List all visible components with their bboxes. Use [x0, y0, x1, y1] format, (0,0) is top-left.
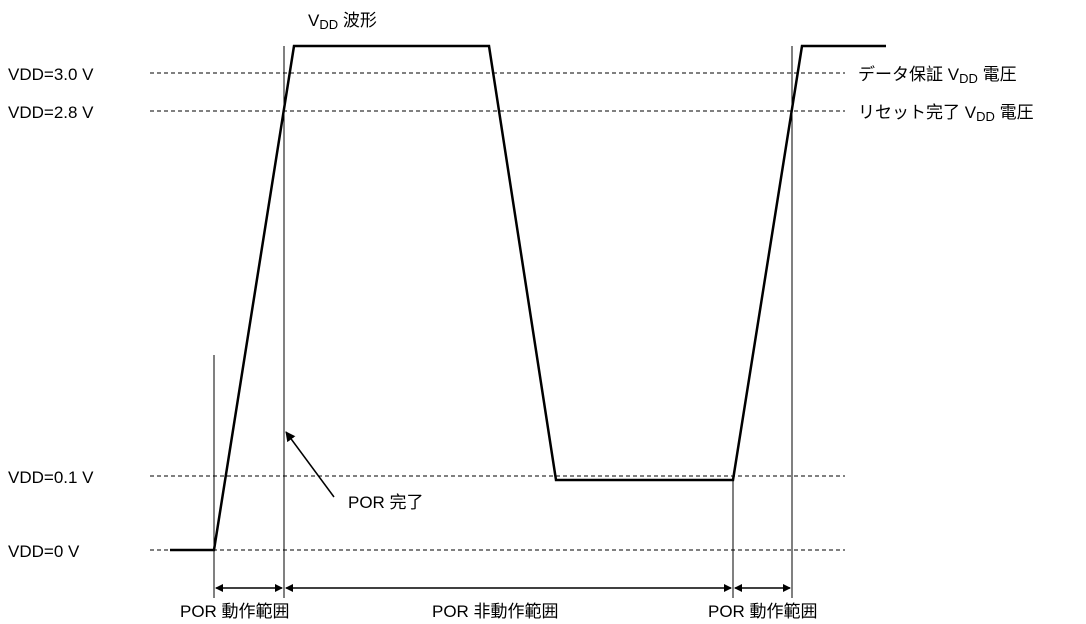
level-label-vdd-2-8: VDD=2.8 V	[8, 103, 94, 122]
label-reset-complete-voltage: リセット完了 VDD 電圧	[858, 103, 1034, 124]
label-reset-complete-pre: リセット完了 V	[858, 103, 977, 122]
label-reset-complete-post: 電圧	[995, 103, 1034, 122]
label-reset-complete-sub: DD	[976, 109, 995, 124]
waveform-title: VDD 波形	[308, 11, 377, 32]
range-label-last: POR 動作範囲	[708, 602, 818, 621]
por-complete-arrow	[285, 431, 335, 498]
level-label-vdd-0-1: VDD=0.1 V	[8, 468, 94, 487]
waveform-title-rest: 波形	[338, 11, 377, 30]
label-data-guarantee-post: 電圧	[978, 65, 1017, 84]
vdd-waveform	[170, 44, 886, 552]
level-label-vdd-0: VDD=0 V	[8, 542, 80, 561]
waveform-title-sub: DD	[319, 17, 338, 32]
level-label-vdd-3-0: VDD=3.0 V	[8, 65, 94, 84]
waveform-title-v: V	[308, 11, 320, 30]
label-data-guarantee-voltage: データ保証 VDD 電圧	[858, 64, 1017, 86]
range-label-first: POR 動作範囲	[180, 602, 290, 621]
label-data-guarantee-pre: データ保証 V	[858, 64, 960, 84]
range-label-middle: POR 非動作範囲	[432, 602, 559, 621]
por-complete-label: POR 完了	[348, 493, 424, 512]
label-data-guarantee-sub: DD	[959, 71, 978, 86]
